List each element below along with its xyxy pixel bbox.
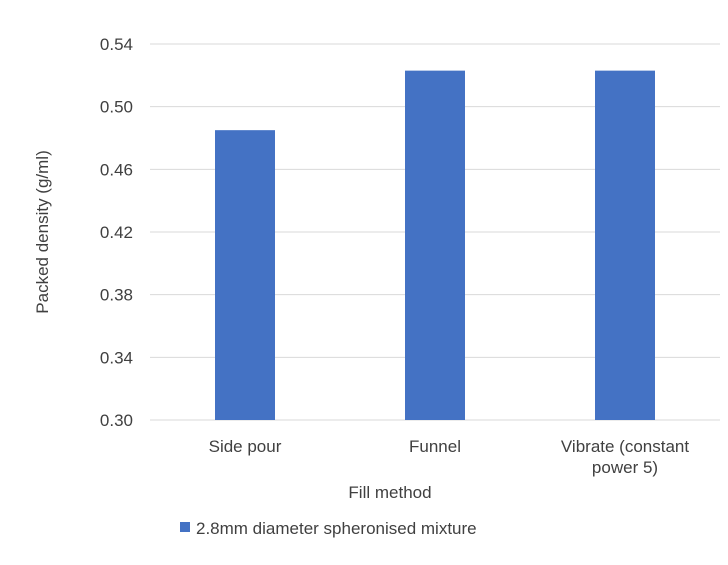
y-tick-label: 0.30 (100, 411, 133, 430)
legend-swatch (180, 522, 190, 532)
legend-label: 2.8mm diameter spheronised mixture (196, 519, 477, 538)
y-tick-label: 0.46 (100, 160, 133, 179)
x-tick-label: Side pour (209, 437, 282, 456)
x-tick-label-line: Funnel (409, 437, 461, 456)
x-tick-label: Funnel (409, 437, 461, 456)
y-tick-label: 0.42 (100, 223, 133, 242)
bar (595, 70, 655, 420)
x-tick-label-line: power 5) (592, 458, 658, 477)
y-axis-title: Packed density (g/ml) (33, 150, 52, 313)
x-tick-label: Vibrate (constant power 5) (561, 437, 689, 477)
y-tick-label: 0.38 (100, 286, 133, 305)
y-tick-label: 0.50 (100, 98, 133, 117)
x-tick-label-line: Vibrate (constant (561, 437, 689, 456)
x-axis-ticks: Side pour Funnel Vibrate (constant power 5) (209, 437, 690, 477)
x-tick-label-line: Side pour (209, 437, 282, 456)
x-axis-title: Fill method (348, 483, 431, 502)
bar (405, 70, 465, 420)
bars (215, 70, 655, 420)
y-tick-label: 0.34 (100, 348, 133, 367)
legend: 2.8mm diameter spheronised mixture (180, 519, 477, 538)
y-axis-ticks: 0.30 0.34 0.38 0.42 0.46 0.50 0.54 (100, 35, 133, 430)
y-tick-label: 0.54 (100, 35, 133, 54)
bar (215, 130, 275, 420)
